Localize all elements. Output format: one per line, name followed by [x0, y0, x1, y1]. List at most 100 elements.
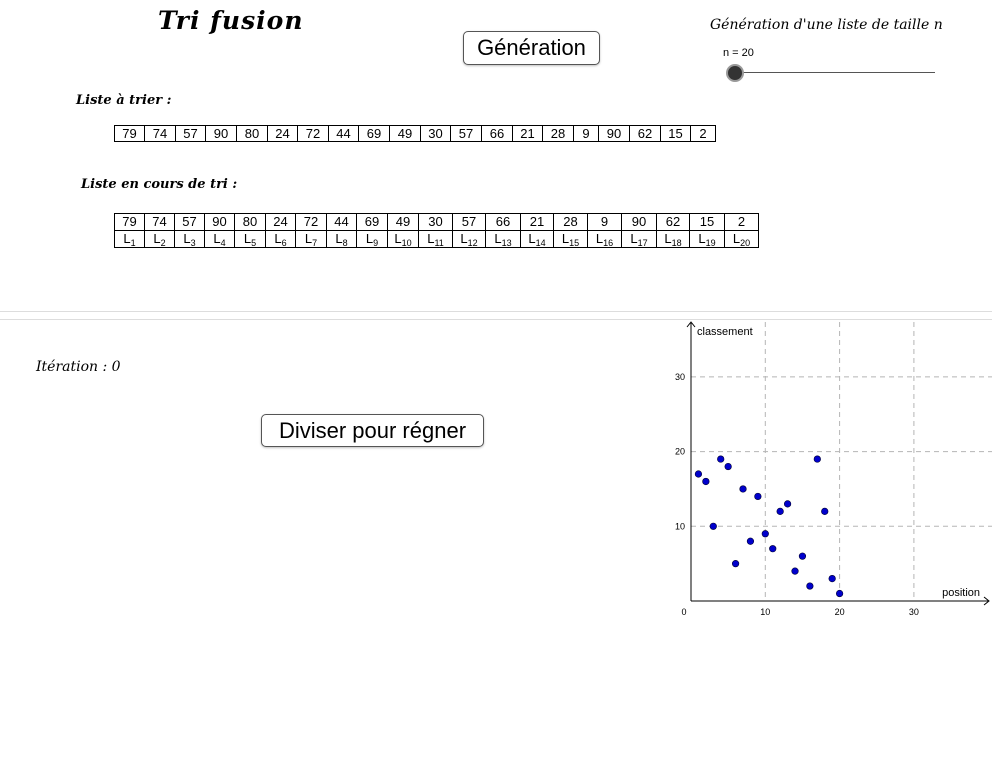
list-to-sort-cell: 30	[420, 125, 451, 142]
list-sorting-cell: 57	[174, 213, 205, 231]
list-sorting-cell: 74	[144, 213, 175, 231]
list-index-prefix: L	[494, 231, 502, 246]
list-sorting-cell: 30	[418, 213, 453, 231]
list-index-number: 1	[130, 238, 136, 248]
list-to-sort-cell: 44	[328, 125, 359, 142]
list-index-label: L14	[520, 230, 554, 248]
list-index-prefix: L	[732, 231, 741, 246]
list-to-sort-cell: 72	[297, 125, 329, 142]
list-sorting-cell: 90	[204, 213, 235, 231]
list-sorting-cell: 69	[356, 213, 388, 231]
data-point	[739, 485, 747, 493]
list-index-label: L8	[326, 230, 357, 248]
list-index-number: 3	[190, 238, 196, 248]
list-index-prefix: L	[630, 231, 638, 246]
list-index-label: L12	[452, 230, 486, 248]
list-index-label: L6	[265, 230, 296, 248]
data-point	[724, 462, 732, 471]
list-sorting-table: 79 74 57 90 80 24 72 44 69 49 30 57 66 21 28 9 90 62 15 2 L…	[114, 213, 759, 248]
divide-and-conquer-button[interactable]: Diviser pour régner	[261, 414, 484, 447]
x-axis-arrow	[983, 596, 990, 606]
list-index-label: L3	[174, 230, 205, 248]
list-index-label: L1	[114, 230, 145, 248]
list-index-label: L4	[204, 230, 235, 248]
list-sorting-cell: 62	[656, 213, 690, 231]
list-to-sort-cell: 90	[598, 125, 630, 142]
list-index-prefix: L	[213, 231, 221, 246]
data-point	[754, 492, 762, 501]
list-sorting-cell: 21	[520, 213, 554, 231]
list-to-sort-cell: 80	[236, 125, 268, 142]
generate-button[interactable]: Génération	[463, 31, 600, 65]
list-index-prefix: L	[528, 231, 536, 246]
list-to-sort-cell: 66	[481, 125, 513, 142]
list-to-sort-cell: 28	[542, 125, 574, 142]
data-point	[791, 567, 799, 575]
list-index-label: L17	[621, 230, 657, 248]
data-point	[776, 507, 784, 515]
list-index-prefix: L	[394, 231, 402, 246]
data-point	[798, 552, 807, 560]
list-index-label: L18	[656, 230, 690, 248]
list-to-sort-cell: 21	[512, 125, 543, 142]
list-index-label: L9	[356, 230, 388, 248]
list-sorting-cell: 49	[387, 213, 419, 231]
list-index-prefix: L	[153, 231, 161, 246]
list-index-number: 9	[373, 238, 379, 248]
page-title: Tri fusion	[158, 6, 304, 35]
list-index-prefix: L	[335, 231, 343, 246]
iteration-label: Itération : 0	[36, 359, 121, 375]
data-point	[731, 560, 740, 568]
list-sorting-cell: 66	[485, 213, 521, 231]
data-point	[813, 455, 821, 463]
size-slider-track[interactable]	[735, 72, 935, 73]
list-sorting-cell: 72	[295, 213, 327, 231]
list-index-prefix: L	[243, 231, 252, 246]
x-tick-label: 20	[835, 607, 845, 617]
list-index-label: L2	[144, 230, 175, 248]
list-index-label: L19	[689, 230, 725, 248]
list-index-prefix: L	[595, 231, 604, 246]
list-index-number: 10	[401, 238, 412, 248]
slider-value-label: n = 20	[723, 47, 754, 59]
list-sorting-label: Liste en cours de tri :	[81, 177, 238, 192]
x-axis-label: position	[942, 587, 980, 599]
scatter-graph[interactable]: 0 10 20 30 10 20 30 position classement	[662, 320, 992, 620]
list-index-number: 7	[312, 238, 318, 248]
list-index-label: L11	[418, 230, 453, 248]
data-point	[761, 530, 769, 538]
list-index-number: 12	[467, 238, 478, 248]
data-point	[702, 477, 710, 486]
list-index-number: 17	[637, 238, 648, 248]
list-to-sort-label: Liste à trier :	[76, 93, 172, 108]
list-index-label: L20	[724, 230, 759, 248]
list-to-sort-cell: 69	[358, 125, 390, 142]
data-point	[806, 582, 814, 590]
list-index-prefix: L	[274, 231, 282, 246]
list-index-number: 5	[251, 238, 257, 248]
list-index-label: L5	[234, 230, 266, 248]
list-index-number: 13	[501, 238, 512, 248]
list-to-sort-cell: 74	[144, 125, 176, 142]
data-point	[828, 574, 836, 583]
x-tick-label: 30	[909, 607, 919, 617]
list-index-number: 11	[434, 238, 444, 248]
list-index-prefix: L	[123, 231, 131, 246]
list-sorting-index-row: L1 L2 L3 L4 L5 L6 L7 L8 L9 L10 L11 L12 L13 L14 L15 L16 L…	[114, 230, 759, 248]
list-index-prefix: L	[664, 231, 672, 246]
list-index-number: 6	[281, 238, 287, 248]
data-point	[746, 537, 755, 545]
list-index-number: 8	[342, 238, 348, 248]
list-sorting-cell: 44	[326, 213, 357, 231]
list-index-prefix: L	[304, 231, 313, 246]
list-sorting-cell: 79	[114, 213, 145, 231]
list-index-label: L15	[553, 230, 588, 248]
size-slider-handle[interactable]	[726, 64, 744, 82]
list-index-prefix: L	[427, 231, 435, 246]
list-index-label: L10	[387, 230, 419, 248]
list-sorting-cell: 28	[553, 213, 588, 231]
y-tick-label: 10	[675, 521, 685, 531]
x-tick-label: 0	[681, 607, 686, 617]
list-index-number: 16	[603, 238, 614, 248]
list-to-sort-cell: 79	[114, 125, 145, 142]
